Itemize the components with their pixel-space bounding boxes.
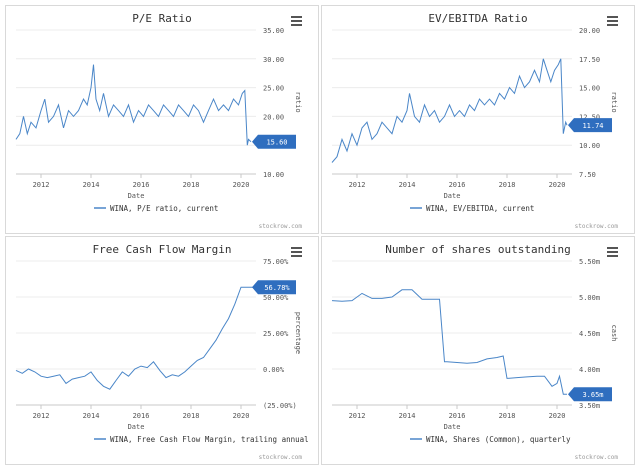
hamburger-menu-icon[interactable] bbox=[607, 247, 618, 257]
y-tick-label: 15.00 bbox=[579, 85, 600, 93]
y-tick-label: 5.50m bbox=[579, 258, 600, 266]
chart-title: Free Cash Flow Margin bbox=[92, 243, 231, 256]
y-axis-title: ratio bbox=[294, 91, 302, 112]
legend-label: WINA, Free Cash Flow Margin, trailing an… bbox=[110, 435, 309, 444]
x-tick-label: 2020 bbox=[233, 412, 250, 420]
fcf-margin-panel: Free Cash Flow Margin (25.00%) 0.00% 25.00%… bbox=[5, 236, 319, 465]
x-tick-label: 2016 bbox=[133, 412, 150, 420]
y-axis-title: percentage bbox=[294, 312, 302, 354]
chart-title: Number of shares outstanding bbox=[385, 243, 570, 256]
y-tick-label: 20.00 bbox=[579, 27, 600, 35]
series-line bbox=[331, 289, 567, 395]
pe-ratio-panel: P/E Ratio10.0015.0020.0025.0030.0035.002… bbox=[5, 5, 319, 234]
shares-outstanding-chart: Number of shares outstanding 3.50m 4.00m 4.… bbox=[331, 243, 619, 461]
x-axis-title: Date bbox=[128, 423, 145, 431]
hamburger-menu-icon[interactable] bbox=[291, 247, 302, 257]
y-tick-label: 12.50 bbox=[579, 113, 600, 121]
legend-label: WINA, Shares (Common), quarterly bbox=[426, 435, 571, 444]
current-value-badge bbox=[252, 134, 296, 149]
x-tick-label: 2020 bbox=[549, 412, 566, 420]
x-tick-label: 2014 bbox=[399, 181, 416, 189]
y-tick-label: 4.50m bbox=[579, 330, 600, 338]
x-tick-label: 2020 bbox=[233, 181, 250, 189]
y-tick-label: 50.00% bbox=[263, 294, 289, 302]
x-tick-label: 2018 bbox=[183, 181, 200, 189]
source-label: stockrow.com bbox=[575, 454, 619, 461]
hamburger-menu-icon[interactable] bbox=[607, 16, 618, 26]
charts-grid: P/E Ratio 10.00 15.00 20.00 25.00 30.00 35.00 2… bbox=[5, 5, 635, 465]
shares-outstanding-panel: Number of shares outstanding 3.50m 4.00m 4.… bbox=[321, 236, 635, 465]
current-value-label: 56.78% bbox=[264, 284, 290, 292]
current-value-label: 3.65m bbox=[582, 391, 603, 399]
chart-title: P/E Ratio bbox=[132, 12, 192, 25]
y-gridlines bbox=[16, 29, 256, 175]
x-tick-label: 2020 bbox=[549, 181, 566, 189]
series-line bbox=[331, 58, 568, 163]
y-gridlines bbox=[332, 260, 572, 406]
y-tick-label: 25.00 bbox=[263, 85, 284, 93]
y-tick-label: 4.00m bbox=[579, 366, 600, 374]
current-value-badge bbox=[568, 118, 612, 133]
current-value-badge bbox=[568, 387, 612, 402]
series-line bbox=[15, 64, 252, 146]
y-tick-label: 10.00 bbox=[579, 142, 600, 150]
x-tick-label: 2014 bbox=[83, 181, 100, 189]
x-tick-label: 2012 bbox=[349, 412, 366, 420]
y-axis-title: ratio bbox=[610, 91, 618, 112]
pe-ratio-chart: P/E Ratio10.0015.0020.0025.0030.0035.002… bbox=[15, 12, 303, 230]
y-tick-label: 10.00 bbox=[263, 171, 284, 179]
x-tick-label: 2016 bbox=[449, 181, 466, 189]
y-gridlines bbox=[332, 29, 572, 175]
x-tick-label: 2018 bbox=[499, 412, 516, 420]
x-tick-label: 2012 bbox=[349, 181, 366, 189]
y-tick-label: 20.00 bbox=[263, 113, 284, 121]
y-tick-label: 35.00 bbox=[263, 27, 284, 35]
current-value-badge bbox=[252, 280, 296, 295]
legend-label: WINA, P/E ratio, current bbox=[110, 204, 218, 213]
x-tick-label: 2012 bbox=[33, 181, 50, 189]
source-label: stockrow.com bbox=[575, 223, 619, 230]
x-axis-title: Date bbox=[444, 423, 461, 431]
source-label: stockrow.com bbox=[259, 223, 303, 230]
x-tick-label: 2014 bbox=[83, 412, 100, 420]
x-tick-label: 2016 bbox=[449, 412, 466, 420]
x-tick-label: 2018 bbox=[499, 181, 516, 189]
ev-ebitda-chart: EV/EBITDA Ratio 7.50 10.00 12.50 15.00 17.50 2… bbox=[331, 12, 619, 230]
y-tick-label: 0.00% bbox=[263, 366, 285, 374]
legend-label: WINA, EV/EBITDA, current bbox=[426, 204, 534, 213]
current-value-label: 15.60 bbox=[266, 139, 287, 147]
y-tick-label: 7.50 bbox=[579, 171, 596, 179]
y-tick-label: 25.00% bbox=[263, 330, 289, 338]
x-axis-title: Date bbox=[128, 192, 145, 200]
fcf-margin-chart: Free Cash Flow Margin (25.00%) 0.00% 25.00%… bbox=[15, 243, 309, 461]
y-tick-label: 30.00 bbox=[263, 56, 284, 64]
x-axis-title: Date bbox=[444, 192, 461, 200]
x-tick-label: 2018 bbox=[183, 412, 200, 420]
x-tick-label: 2012 bbox=[33, 412, 50, 420]
y-tick-label: 3.50m bbox=[579, 402, 600, 410]
current-value-label: 11.74 bbox=[582, 122, 603, 130]
ev-ebitda-panel: EV/EBITDA Ratio 7.50 10.00 12.50 15.00 17.50 2… bbox=[321, 5, 635, 234]
series-line bbox=[15, 286, 254, 390]
y-tick-label: (25.00%) bbox=[263, 402, 297, 410]
y-tick-label: 75.00% bbox=[263, 258, 289, 266]
y-axis-title: cash bbox=[610, 325, 618, 342]
source-label: stockrow.com bbox=[259, 454, 303, 461]
hamburger-menu-icon[interactable] bbox=[291, 16, 302, 26]
y-tick-label: 5.00m bbox=[579, 294, 600, 302]
x-tick-label: 2016 bbox=[133, 181, 150, 189]
y-tick-label: 17.50 bbox=[579, 56, 600, 64]
chart-title: EV/EBITDA Ratio bbox=[428, 12, 527, 25]
x-tick-label: 2014 bbox=[399, 412, 416, 420]
